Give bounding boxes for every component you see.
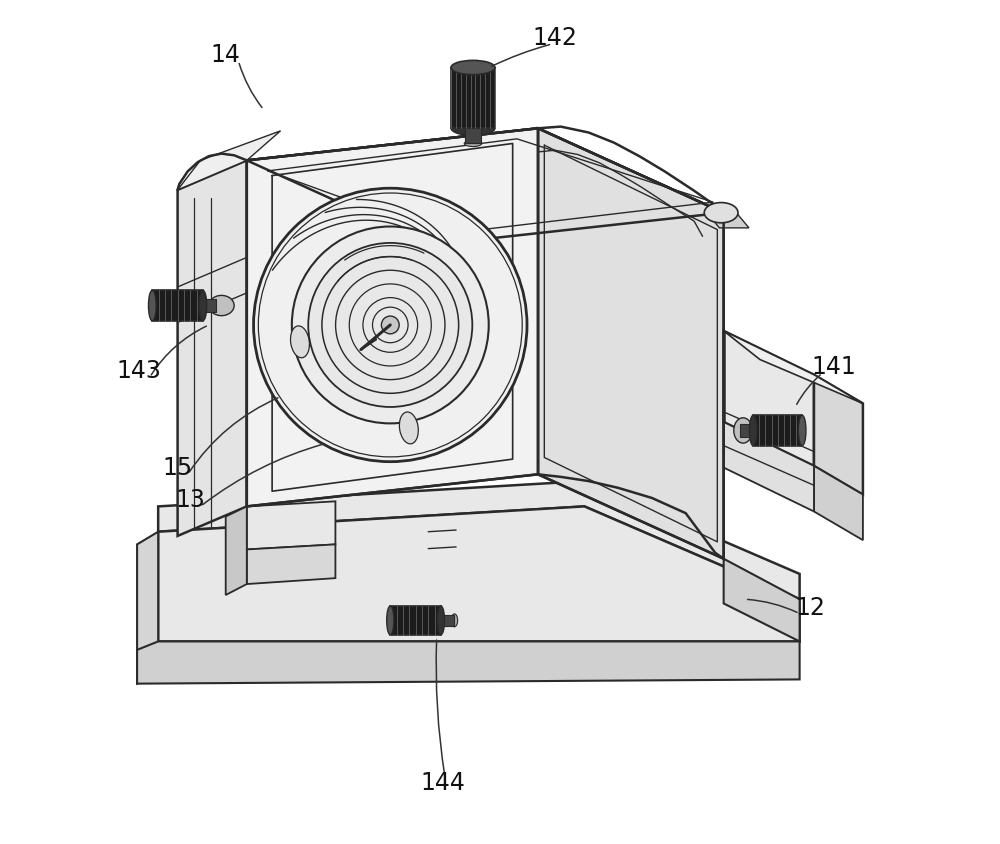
- Ellipse shape: [399, 412, 418, 444]
- Ellipse shape: [451, 614, 458, 627]
- Ellipse shape: [451, 61, 495, 74]
- Circle shape: [349, 284, 431, 366]
- Polygon shape: [137, 532, 158, 684]
- Circle shape: [336, 270, 445, 380]
- Polygon shape: [753, 415, 802, 446]
- Polygon shape: [226, 506, 247, 595]
- Text: 12: 12: [796, 596, 826, 619]
- Polygon shape: [390, 606, 441, 635]
- Polygon shape: [724, 559, 800, 641]
- Polygon shape: [247, 128, 538, 506]
- Polygon shape: [814, 375, 863, 495]
- Ellipse shape: [148, 290, 156, 321]
- Polygon shape: [724, 331, 863, 403]
- Circle shape: [381, 316, 399, 334]
- Ellipse shape: [704, 203, 738, 223]
- Polygon shape: [178, 160, 247, 536]
- Ellipse shape: [209, 295, 234, 316]
- Ellipse shape: [416, 611, 442, 630]
- Text: 14: 14: [211, 43, 241, 67]
- Text: 15: 15: [163, 457, 193, 480]
- Ellipse shape: [749, 415, 757, 446]
- Text: 143: 143: [116, 360, 161, 383]
- Ellipse shape: [464, 140, 482, 147]
- Text: 13: 13: [175, 488, 205, 511]
- Polygon shape: [247, 128, 724, 245]
- Circle shape: [322, 257, 459, 393]
- Circle shape: [254, 188, 527, 462]
- Polygon shape: [441, 614, 454, 626]
- Circle shape: [292, 226, 489, 424]
- Ellipse shape: [451, 122, 495, 135]
- Ellipse shape: [437, 606, 445, 635]
- Polygon shape: [740, 425, 753, 436]
- Polygon shape: [451, 68, 495, 128]
- Polygon shape: [707, 213, 749, 228]
- Polygon shape: [465, 128, 481, 143]
- Polygon shape: [724, 422, 814, 511]
- Text: 142: 142: [532, 26, 577, 50]
- Polygon shape: [724, 331, 814, 466]
- Polygon shape: [158, 506, 800, 641]
- Polygon shape: [247, 501, 335, 549]
- Text: 141: 141: [811, 355, 856, 379]
- Ellipse shape: [199, 290, 207, 321]
- Circle shape: [373, 307, 408, 343]
- Polygon shape: [814, 466, 863, 540]
- Ellipse shape: [734, 418, 752, 443]
- Polygon shape: [158, 481, 800, 599]
- Ellipse shape: [291, 326, 309, 358]
- Polygon shape: [538, 128, 724, 559]
- Polygon shape: [137, 641, 800, 684]
- Polygon shape: [152, 290, 203, 321]
- Ellipse shape: [213, 299, 220, 312]
- Ellipse shape: [736, 424, 743, 437]
- Circle shape: [308, 243, 472, 407]
- Polygon shape: [203, 300, 216, 311]
- Polygon shape: [247, 544, 335, 584]
- Text: 144: 144: [420, 771, 465, 795]
- Circle shape: [363, 298, 418, 352]
- Ellipse shape: [387, 606, 394, 635]
- Polygon shape: [178, 131, 281, 190]
- Ellipse shape: [798, 415, 806, 446]
